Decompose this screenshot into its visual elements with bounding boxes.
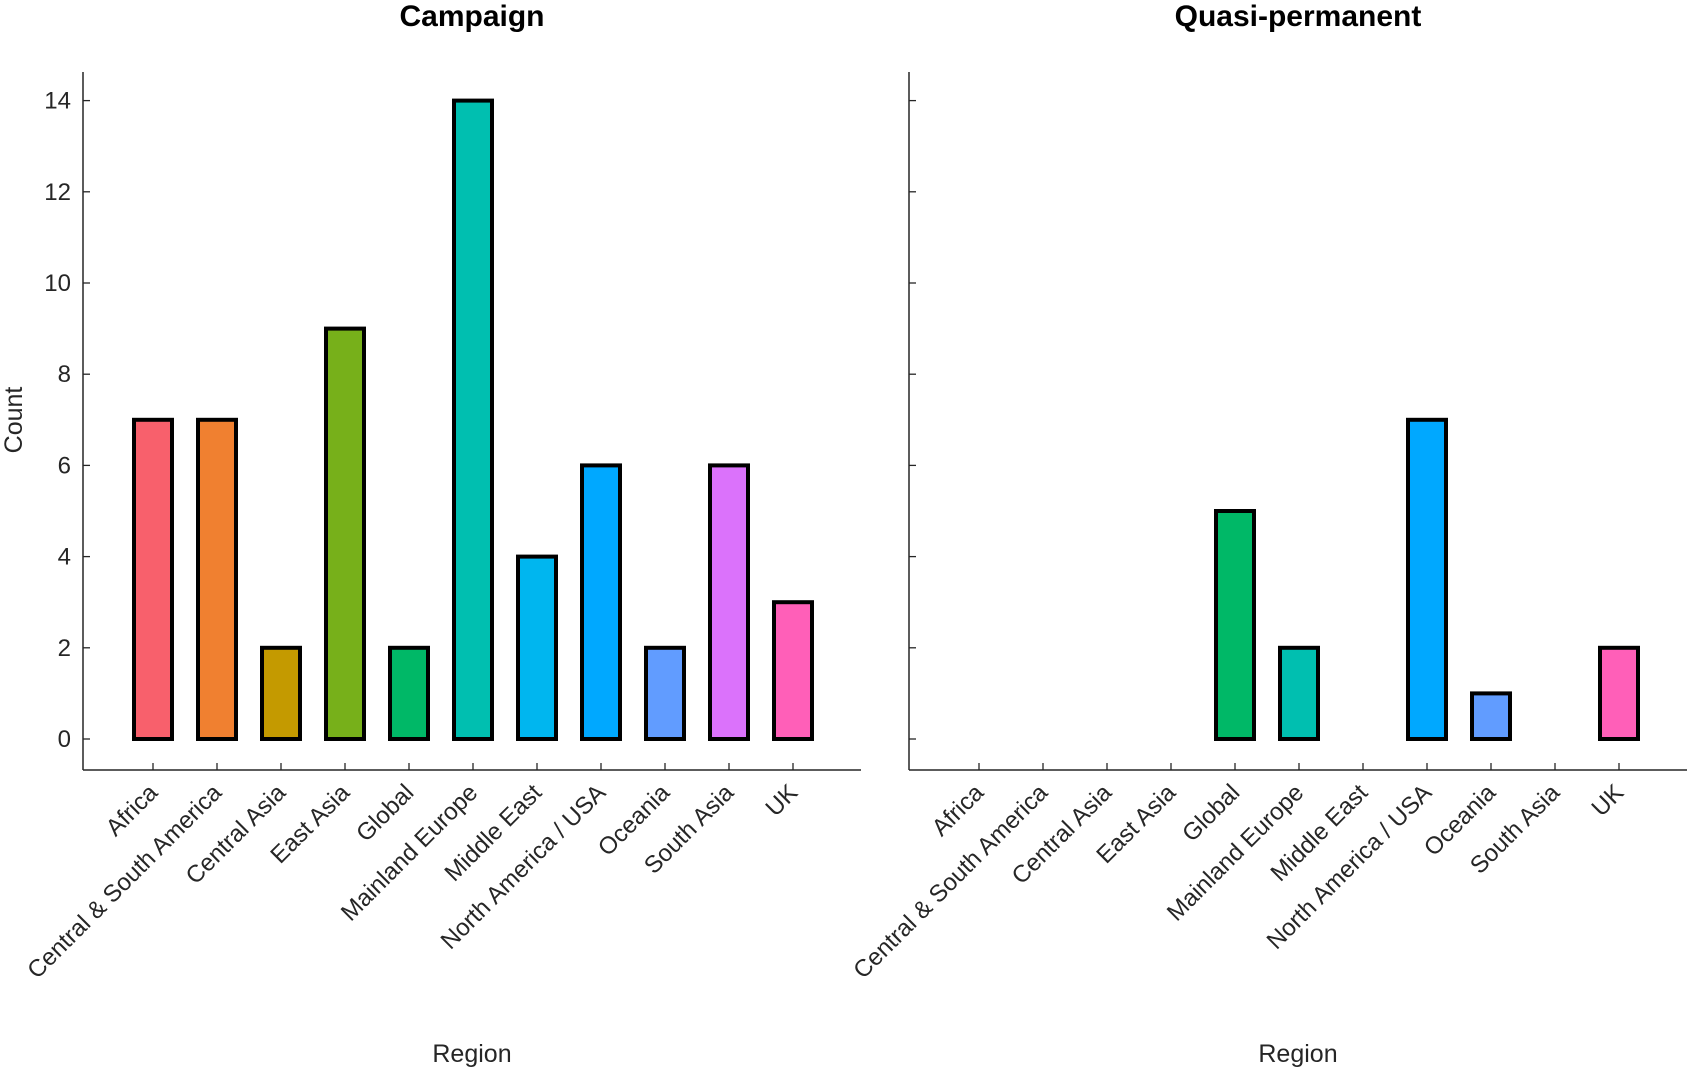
bar-south-asia bbox=[708, 463, 750, 741]
x-tick-label: UK bbox=[1587, 779, 1630, 822]
x-axis-label: Region bbox=[1258, 1040, 1337, 1068]
bar-oceania bbox=[644, 645, 686, 741]
y-axis-label: Count bbox=[0, 387, 28, 454]
bar-central-south-america bbox=[196, 417, 238, 741]
bar-africa bbox=[132, 417, 174, 741]
bar-east-asia bbox=[324, 326, 366, 741]
x-tick-label: UK bbox=[761, 779, 804, 822]
y-tick-label: 0 bbox=[58, 726, 71, 753]
y-tick-label: 4 bbox=[58, 544, 71, 571]
bar-uk bbox=[1598, 645, 1640, 741]
bar-north-america-usa bbox=[1406, 417, 1448, 741]
chart-title: Quasi-permanent bbox=[1175, 0, 1422, 33]
y-tick-label: 12 bbox=[44, 179, 71, 206]
bar-mainland-europe bbox=[1278, 645, 1320, 741]
y-tick-label: 2 bbox=[58, 635, 71, 662]
bar-uk bbox=[772, 600, 814, 742]
x-axis-label: Region bbox=[432, 1040, 511, 1068]
bar-global bbox=[388, 645, 430, 741]
y-tick-label: 14 bbox=[44, 88, 71, 115]
bar-global bbox=[1214, 509, 1256, 741]
bar-mainland-europe bbox=[452, 98, 494, 742]
y-tick-label: 10 bbox=[44, 270, 71, 297]
chart-title: Campaign bbox=[399, 0, 544, 33]
bar-oceania bbox=[1470, 691, 1512, 742]
bar-central-asia bbox=[260, 645, 302, 741]
y-tick-label: 8 bbox=[58, 361, 71, 388]
bar-middle-east bbox=[516, 554, 558, 741]
y-tick-label: 6 bbox=[58, 452, 71, 479]
bar-north-america-usa bbox=[580, 463, 622, 741]
